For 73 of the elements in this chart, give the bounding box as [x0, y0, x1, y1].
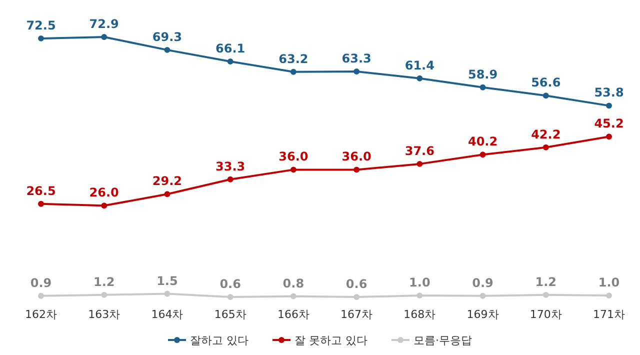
point [416, 160, 423, 167]
data-label: 63.2 [278, 52, 308, 66]
point [416, 75, 423, 82]
data-label: 26.0 [89, 186, 119, 200]
point [480, 152, 486, 158]
data-label: 0.9 [30, 276, 52, 290]
point [38, 35, 44, 42]
point [480, 84, 486, 90]
x-tick-label: 164차 [151, 308, 184, 321]
data-label: 69.3 [152, 30, 182, 44]
data-label: 45.2 [594, 116, 624, 131]
point [101, 34, 108, 40]
point [290, 68, 296, 75]
legend-label: 잘하고 있다 [190, 334, 248, 347]
legend-label: 잘 못하고 있다 [294, 334, 368, 347]
data-label: 36.0 [342, 150, 372, 164]
data-label: 66.1 [216, 41, 246, 56]
x-tick-label: 166차 [277, 308, 310, 321]
point [290, 166, 296, 173]
point [38, 200, 44, 207]
point [354, 166, 360, 173]
point [542, 92, 549, 99]
data-label: 1.2 [535, 274, 557, 289]
point [38, 292, 44, 299]
point [164, 46, 170, 53]
x-tick-label: 167차 [340, 308, 373, 321]
data-label: 42.2 [531, 127, 561, 142]
x-tick-label: 168차 [404, 308, 436, 321]
data-label: 0.6 [220, 277, 241, 291]
point [354, 294, 360, 300]
data-label: 1.0 [409, 276, 430, 290]
point [227, 58, 234, 64]
data-label: 1.0 [598, 276, 620, 290]
data-label: 63.3 [342, 52, 372, 66]
data-label: 29.2 [152, 174, 182, 188]
data-label: 72.5 [26, 18, 56, 32]
point [542, 292, 549, 298]
data-label: 0.9 [472, 276, 494, 290]
data-label: 26.5 [26, 184, 56, 198]
data-label: 1.5 [156, 274, 178, 288]
data-label: 72.9 [89, 17, 119, 31]
point [290, 293, 296, 300]
data-label: 61.4 [404, 58, 434, 72]
data-label: 0.8 [282, 276, 304, 290]
data-label: 56.6 [531, 76, 561, 90]
point [164, 191, 170, 198]
point [480, 292, 486, 299]
data-label: 40.2 [468, 134, 498, 149]
x-tick-label: 170차 [530, 308, 562, 321]
point [542, 144, 549, 150]
point [416, 292, 423, 299]
data-label: 58.9 [468, 67, 498, 82]
data-label: 33.3 [216, 159, 246, 174]
data-label: 53.8 [594, 86, 624, 100]
data-label: 36.0 [278, 150, 308, 164]
point [227, 294, 234, 300]
x-tick-label: 163차 [88, 308, 120, 321]
point [606, 292, 612, 299]
point [164, 290, 170, 297]
point [227, 176, 234, 182]
x-tick-label: 171차 [593, 308, 625, 321]
point [101, 202, 108, 209]
legend-label: 모름·무응답 [414, 334, 472, 347]
point [606, 134, 612, 140]
x-tick-label: 169차 [466, 308, 499, 321]
data-label: 0.6 [346, 277, 368, 291]
point [606, 102, 612, 109]
point [354, 68, 360, 74]
data-label: 37.6 [404, 144, 434, 158]
x-tick-label: 162차 [25, 308, 57, 321]
data-label: 1.2 [93, 274, 115, 289]
point [101, 292, 108, 298]
x-tick-label: 165차 [214, 308, 246, 321]
